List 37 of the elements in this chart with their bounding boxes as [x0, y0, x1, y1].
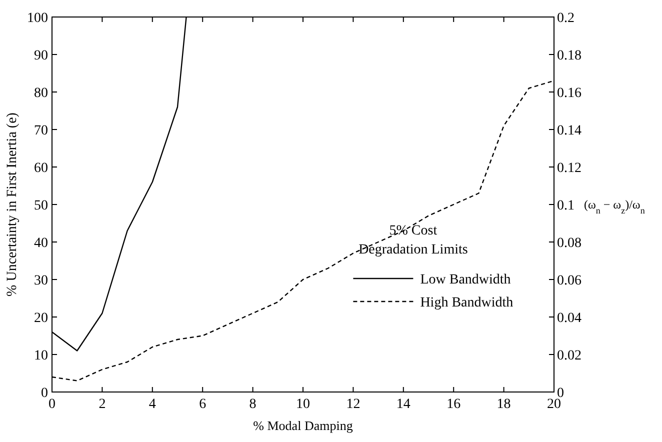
- legend-label: Low Bandwidth: [420, 272, 511, 288]
- y-tick-label: 100: [27, 11, 48, 26]
- y2-tick-label: 0.12: [557, 161, 582, 176]
- y-tick-label: 30: [34, 274, 48, 288]
- x-tick-label: 6: [199, 397, 206, 412]
- y-tick-label: 20: [34, 311, 48, 326]
- y-tick-label: 0: [41, 386, 48, 401]
- x-tick-label: 8: [249, 397, 256, 412]
- y2-tick-label: 0.16: [557, 86, 582, 101]
- y-tick-label: 60: [34, 161, 48, 176]
- y2-tick-label: 0.02: [557, 348, 582, 364]
- y2-tick-label: 0.14: [557, 124, 582, 138]
- legend-label: High Bandwidth: [420, 296, 514, 310]
- legend-title: 5% Cost Degradation Limits: [358, 224, 468, 258]
- x-tick-label: 14: [396, 397, 410, 412]
- y2-axis-title: (ω$_{n}$ − ω$_{z}$)/ω$_{n}$: [584, 198, 646, 216]
- y-tick-label: 90: [34, 48, 48, 64]
- x-tick-label: 2: [98, 397, 106, 412]
- y2-tick-label: 0.08: [557, 236, 582, 251]
- x-tick-label: 10: [296, 397, 310, 412]
- y-axis-title: % Uncertainty in First Inertia (e): [5, 112, 20, 296]
- x-axis-title: % Modal Damping: [253, 418, 354, 433]
- x-tick-label: 16: [446, 397, 461, 412]
- y2-tick-label: 0.1: [557, 198, 574, 214]
- y2-tick-label: 0.18: [557, 48, 582, 64]
- x-tick-label: 20: [547, 397, 561, 412]
- y-tick-label: 50: [34, 198, 48, 214]
- y-tick-label: 40: [34, 236, 48, 251]
- x-tick-label: 4: [148, 397, 156, 412]
- y2-tick-label: 0.06: [557, 274, 582, 288]
- x-tick-label: 18: [496, 397, 511, 412]
- x-tick-label: 12: [346, 397, 360, 412]
- y2-tick-label: 0.2: [557, 11, 574, 26]
- y-tick-label: 10: [34, 348, 48, 364]
- y2-tick-label: 0.04: [557, 311, 582, 326]
- y-tick-label: 80: [34, 86, 48, 101]
- y-tick-label: 70: [34, 124, 48, 138]
